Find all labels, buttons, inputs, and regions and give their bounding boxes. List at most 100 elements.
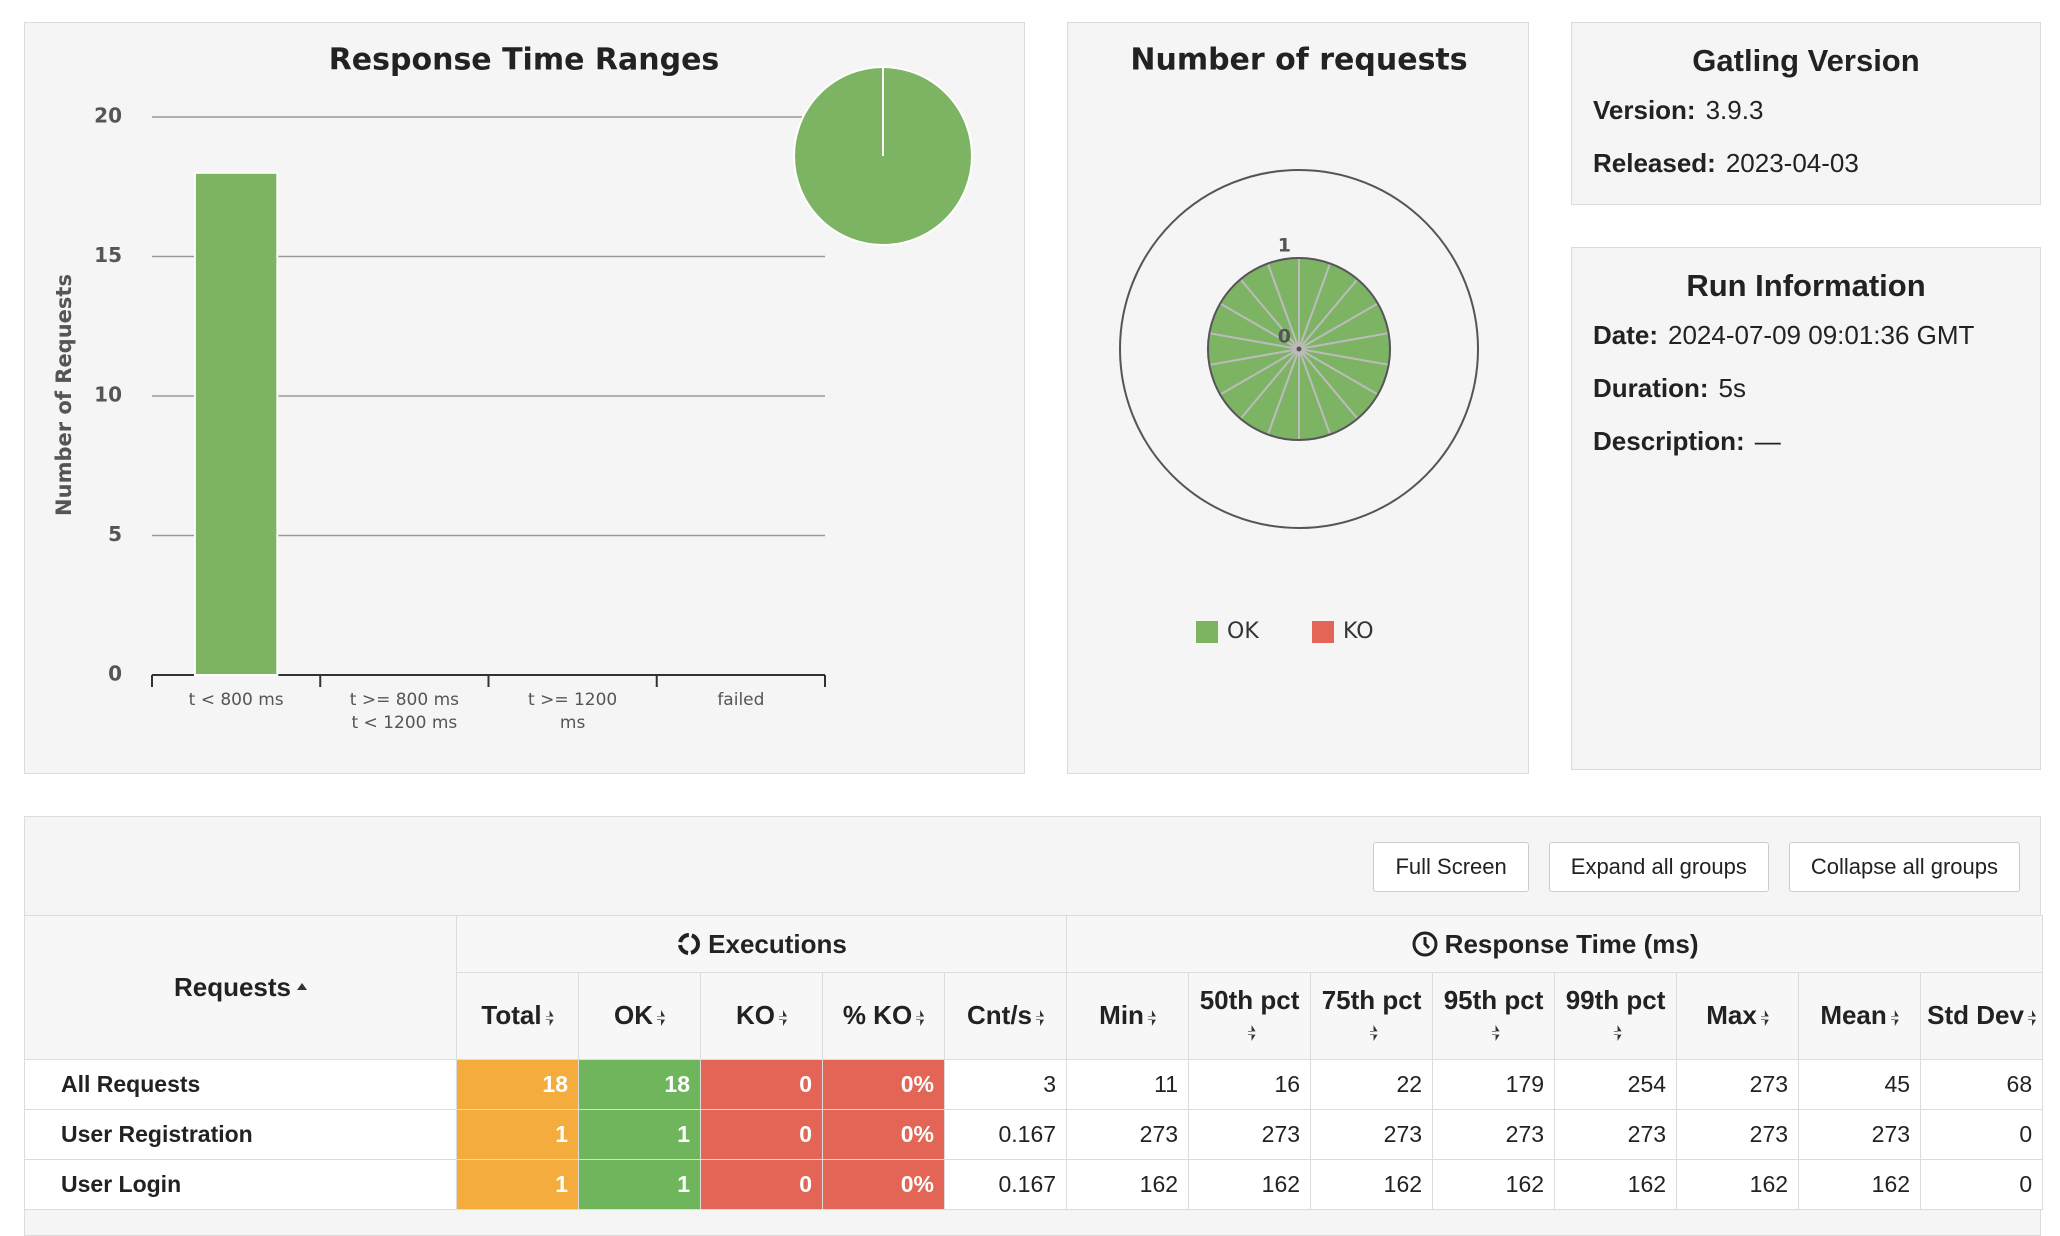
column-header[interactable]: Total [456,972,579,1060]
column-header[interactable]: Min [1066,972,1190,1060]
header-text: Mean [1820,1000,1898,1030]
y-tick-label: 15 [94,243,122,267]
header-text: Total [481,1000,553,1030]
header-text: OK [614,1000,665,1030]
cell: 0 [700,1159,823,1210]
button-bar: Full Screen Expand all groups Collapse all… [1373,842,2020,892]
header-text: KO [736,1000,787,1030]
cell: 0 [700,1109,823,1160]
cell: 273 [1676,1109,1800,1160]
field-value: 2023-04-03 [1725,148,1859,178]
toolbar-button[interactable]: Full Screen [1373,842,1529,892]
cell: 0% [822,1059,945,1110]
cell: 162 [1310,1159,1434,1210]
field-label: Version: [1593,95,1696,125]
info-field: Version: 3.9.3 [1593,95,2040,126]
column-header[interactable]: Std Dev [1920,972,2044,1060]
cell: 68 [1920,1059,2044,1110]
column-header[interactable]: 95th pct [1432,972,1556,1060]
column-header[interactable]: 99th pct [1554,972,1678,1060]
column-header[interactable]: KO [700,972,823,1060]
page: Response Time Ranges Number of Requests … [0,0,2060,1200]
y-tick-label: 0 [1278,326,1291,348]
field-value: 5s [1718,373,1747,403]
cell: 1 [456,1109,579,1160]
statistics-table: Requests Executions Response Time (ms) Tota… [24,915,2044,1210]
cell: 162 [1432,1159,1556,1210]
column-header[interactable]: 50th pct [1188,972,1312,1060]
info-field: Duration: 5s [1593,373,2040,404]
group-header-row: Requests Executions Response Time (ms) [24,915,2044,1060]
cell: 273 [1310,1109,1434,1160]
data-row: User Registration 1 1 0 0% 0.167 273 273 273 273 2… [24,1109,2044,1160]
header-text[interactable]: Requests [174,972,307,1002]
toolbar-button[interactable]: Collapse all groups [1788,842,2020,892]
cell: 0 [1920,1109,2044,1160]
cell: 1 [578,1159,701,1210]
y-tick-label: 1 [1278,235,1291,257]
field-value: — [1754,426,1781,456]
header-text: % KO [843,1000,924,1030]
info-field: Released: 2023-04-03 [1593,148,2040,179]
cell: 273 [1798,1109,1922,1160]
requests-header: Requests [24,915,457,1060]
group-header: Response Time (ms) [1066,915,2044,973]
cell: 162 [1188,1159,1312,1210]
request-name: User Login [24,1159,457,1210]
field-label: Date: [1593,320,1659,350]
header-text: 95th pct [1444,985,1544,1045]
header-text: 99th pct [1566,985,1666,1045]
cell: 1 [578,1109,701,1160]
x-tick-label: t >= 1200 ms [528,690,618,733]
bar [193,171,279,677]
column-header[interactable]: Cnt/s [943,972,1068,1060]
header-text: Max [1706,1000,1769,1030]
header-text: 75th pct [1322,985,1422,1045]
legend-swatch [1196,621,1218,643]
group-title: Executions [708,928,847,959]
cell: 0% [822,1109,945,1160]
cell: 254 [1554,1059,1678,1110]
field-value: 2024-07-09 09:01:36 GMT [1668,320,1975,350]
bar-chart: Response Time Ranges Number of Requests … [52,43,973,687]
header-text: 50th pct [1200,985,1300,1045]
cell: 0% [822,1159,945,1210]
response-time-panel: Response Time Ranges Number of Requests … [24,22,1025,774]
cell: 273 [1432,1109,1556,1160]
field-label: Description: [1593,426,1745,456]
run-information-panel: Run Information Date: 2024-07-09 09:01:36… [1571,247,2041,770]
cell: 1 [456,1159,579,1210]
column-header-row: Total OK KO % KO Cnt/s Min 50th pct 75th pct 95t… [25,972,2044,1060]
cell: 273 [1188,1109,1312,1160]
polar-chart: Number of requests 0 1 OK KO [1119,43,1479,644]
column-header[interactable]: % KO [822,972,945,1060]
column-header[interactable]: Max [1676,972,1800,1060]
column-header[interactable]: OK [578,972,701,1060]
gatling-version-panel: Gatling Version Version: 3.9.3 Released: 20… [1571,22,2041,205]
panel-title: Gatling Version [1692,43,1920,78]
panel-title: Run Information [1686,268,1926,303]
legend-swatch [1312,621,1334,643]
y-tick-label: 0 [108,662,122,686]
request-name: All Requests [24,1059,457,1110]
cell: 45 [1798,1059,1922,1110]
cell: 18 [456,1059,579,1110]
field-label: Released: [1593,148,1716,178]
cell: 3 [943,1059,1068,1110]
cell: 11 [1066,1059,1190,1110]
cell: 0.167 [943,1109,1068,1160]
column-header[interactable]: Mean [1798,972,1922,1060]
cell: 162 [1798,1159,1922,1210]
toolbar-button[interactable]: Expand all groups [1548,842,1769,892]
field-value: 3.9.3 [1705,95,1764,125]
x-tick-label: t < 800 ms [188,690,284,710]
y-tick-label: 5 [108,522,122,546]
cell: 22 [1310,1059,1434,1110]
polar-frame [1119,169,1479,529]
column-header[interactable]: 75th pct [1310,972,1434,1060]
legend-label: OK [1227,619,1259,644]
cell: 162 [1066,1159,1190,1210]
group-title: Response Time (ms) [1444,928,1699,959]
grid-circle [1296,346,1302,352]
data-row: All Requests 18 18 0 0% 3 11 16 22 179 254 273 45 68 [24,1059,2044,1110]
